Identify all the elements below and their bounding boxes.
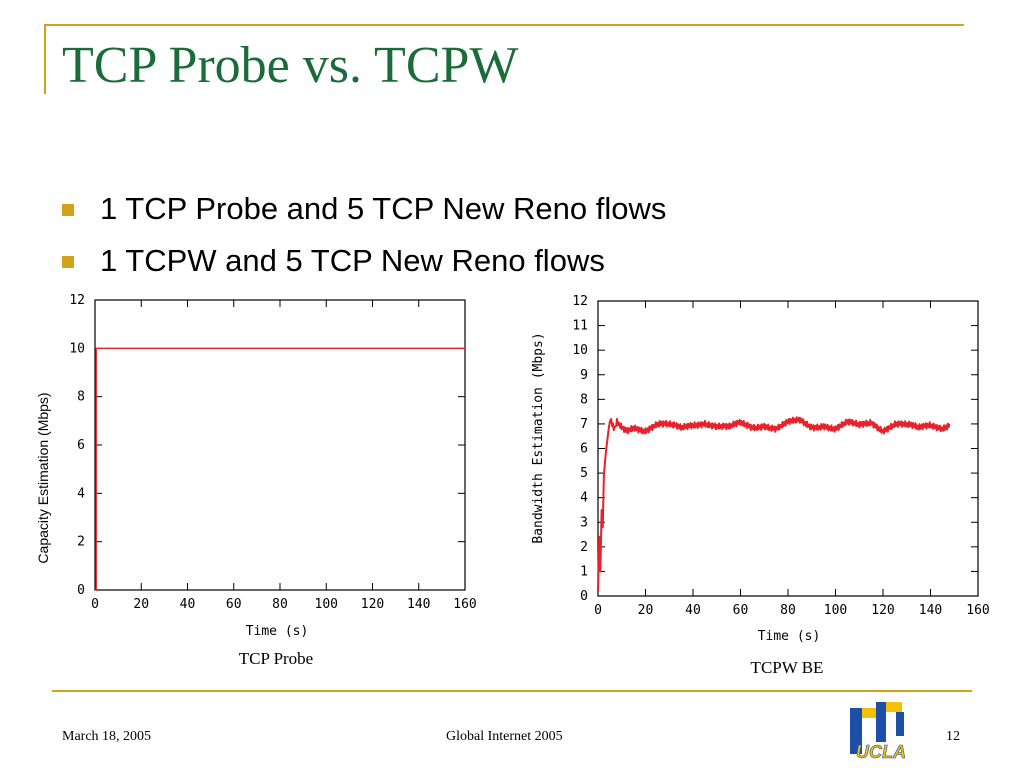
- y-tick-label: 0: [580, 589, 588, 604]
- y-axis-label: Capacity Estimation (Mbps): [35, 392, 51, 563]
- x-tick-label: 140: [407, 597, 430, 612]
- y-tick-label: 6: [77, 438, 85, 453]
- x-tick-label: 100: [824, 603, 847, 618]
- x-tick-label: 80: [272, 597, 288, 612]
- square-bullet-icon: [62, 204, 74, 216]
- x-tick-label: 0: [594, 603, 602, 618]
- top-rule: [44, 24, 964, 26]
- y-tick-label: 1: [580, 564, 588, 579]
- y-tick-label: 8: [580, 392, 588, 407]
- x-tick-label: 40: [180, 597, 196, 612]
- y-tick-label: 4: [77, 486, 85, 501]
- chart-caption-tcpw-be: TCPW BE: [750, 658, 824, 677]
- x-tick-label: 140: [919, 603, 942, 618]
- ucla-logo: UCLA: [850, 702, 906, 762]
- x-tick-label: 0: [91, 597, 99, 612]
- y-tick-label: 7: [580, 417, 588, 432]
- footer-rule: [52, 690, 972, 692]
- x-tick-label: 160: [966, 603, 989, 618]
- y-tick-label: 11: [572, 319, 588, 334]
- plot-frame: [597, 300, 979, 597]
- x-axis-label: Time (s): [758, 629, 821, 644]
- x-tick-label: 60: [733, 603, 749, 618]
- bullet-list: 1 TCP Probe and 5 TCP New Reno flows 1 T…: [62, 190, 666, 294]
- square-bullet-icon: [62, 256, 74, 268]
- y-tick-label: 12: [69, 293, 85, 308]
- y-tick-label: 10: [572, 343, 588, 358]
- x-tick-label: 60: [226, 597, 242, 612]
- y-tick-label: 2: [77, 535, 85, 550]
- x-axis-label: Time (s): [246, 624, 309, 639]
- plot-frame: [94, 299, 466, 591]
- x-tick-label: 120: [871, 603, 894, 618]
- y-tick-label: 10: [69, 341, 85, 356]
- footer-center: Global Internet 2005: [446, 729, 563, 744]
- series-line: [597, 416, 951, 592]
- x-tick-label: 160: [453, 597, 476, 612]
- bullet-text: 1 TCPW and 5 TCP New Reno flows: [100, 243, 605, 278]
- y-tick-label: 3: [580, 515, 588, 530]
- x-tick-label: 20: [638, 603, 654, 618]
- y-tick-label: 4: [580, 491, 588, 506]
- x-tick-label: 40: [685, 603, 701, 618]
- page-number: 12: [946, 729, 960, 744]
- y-tick-label: 6: [580, 442, 588, 457]
- footer-date: March 18, 2005: [62, 729, 152, 744]
- slide-title: TCP Probe vs. TCPW: [62, 37, 519, 94]
- y-axis-label: Bandwidth Estimation (Mbps): [531, 332, 546, 543]
- x-tick-label: 80: [780, 603, 796, 618]
- bullet-item: 1 TCPW and 5 TCP New Reno flows: [62, 242, 666, 294]
- series-line: [95, 347, 465, 591]
- bullet-text: 1 TCP Probe and 5 TCP New Reno flows: [100, 191, 667, 226]
- chart-caption-tcp-probe: TCP Probe: [238, 649, 314, 668]
- y-tick-label: 9: [580, 368, 588, 383]
- tcp-probe-chart: Capacity Estimation (Mbps) Time (s) 0 20 4…: [35, 293, 477, 639]
- y-tick-label: 8: [77, 390, 85, 405]
- y-tick-label: 5: [580, 466, 588, 481]
- y-tick-label: 12: [572, 294, 588, 309]
- x-tick-label: 20: [133, 597, 149, 612]
- y-tick-label: 0: [77, 583, 85, 598]
- svg-text:UCLA: UCLA: [856, 742, 906, 762]
- x-tick-label: 100: [315, 597, 338, 612]
- bullet-item: 1 TCP Probe and 5 TCP New Reno flows: [62, 190, 666, 242]
- y-tick-label: 2: [580, 540, 588, 555]
- tcpw-be-chart: Bandwidth Estimation (Mbps) Time (s) 0 20…: [531, 294, 990, 644]
- x-tick-label: 120: [361, 597, 384, 612]
- left-rule: [44, 24, 46, 94]
